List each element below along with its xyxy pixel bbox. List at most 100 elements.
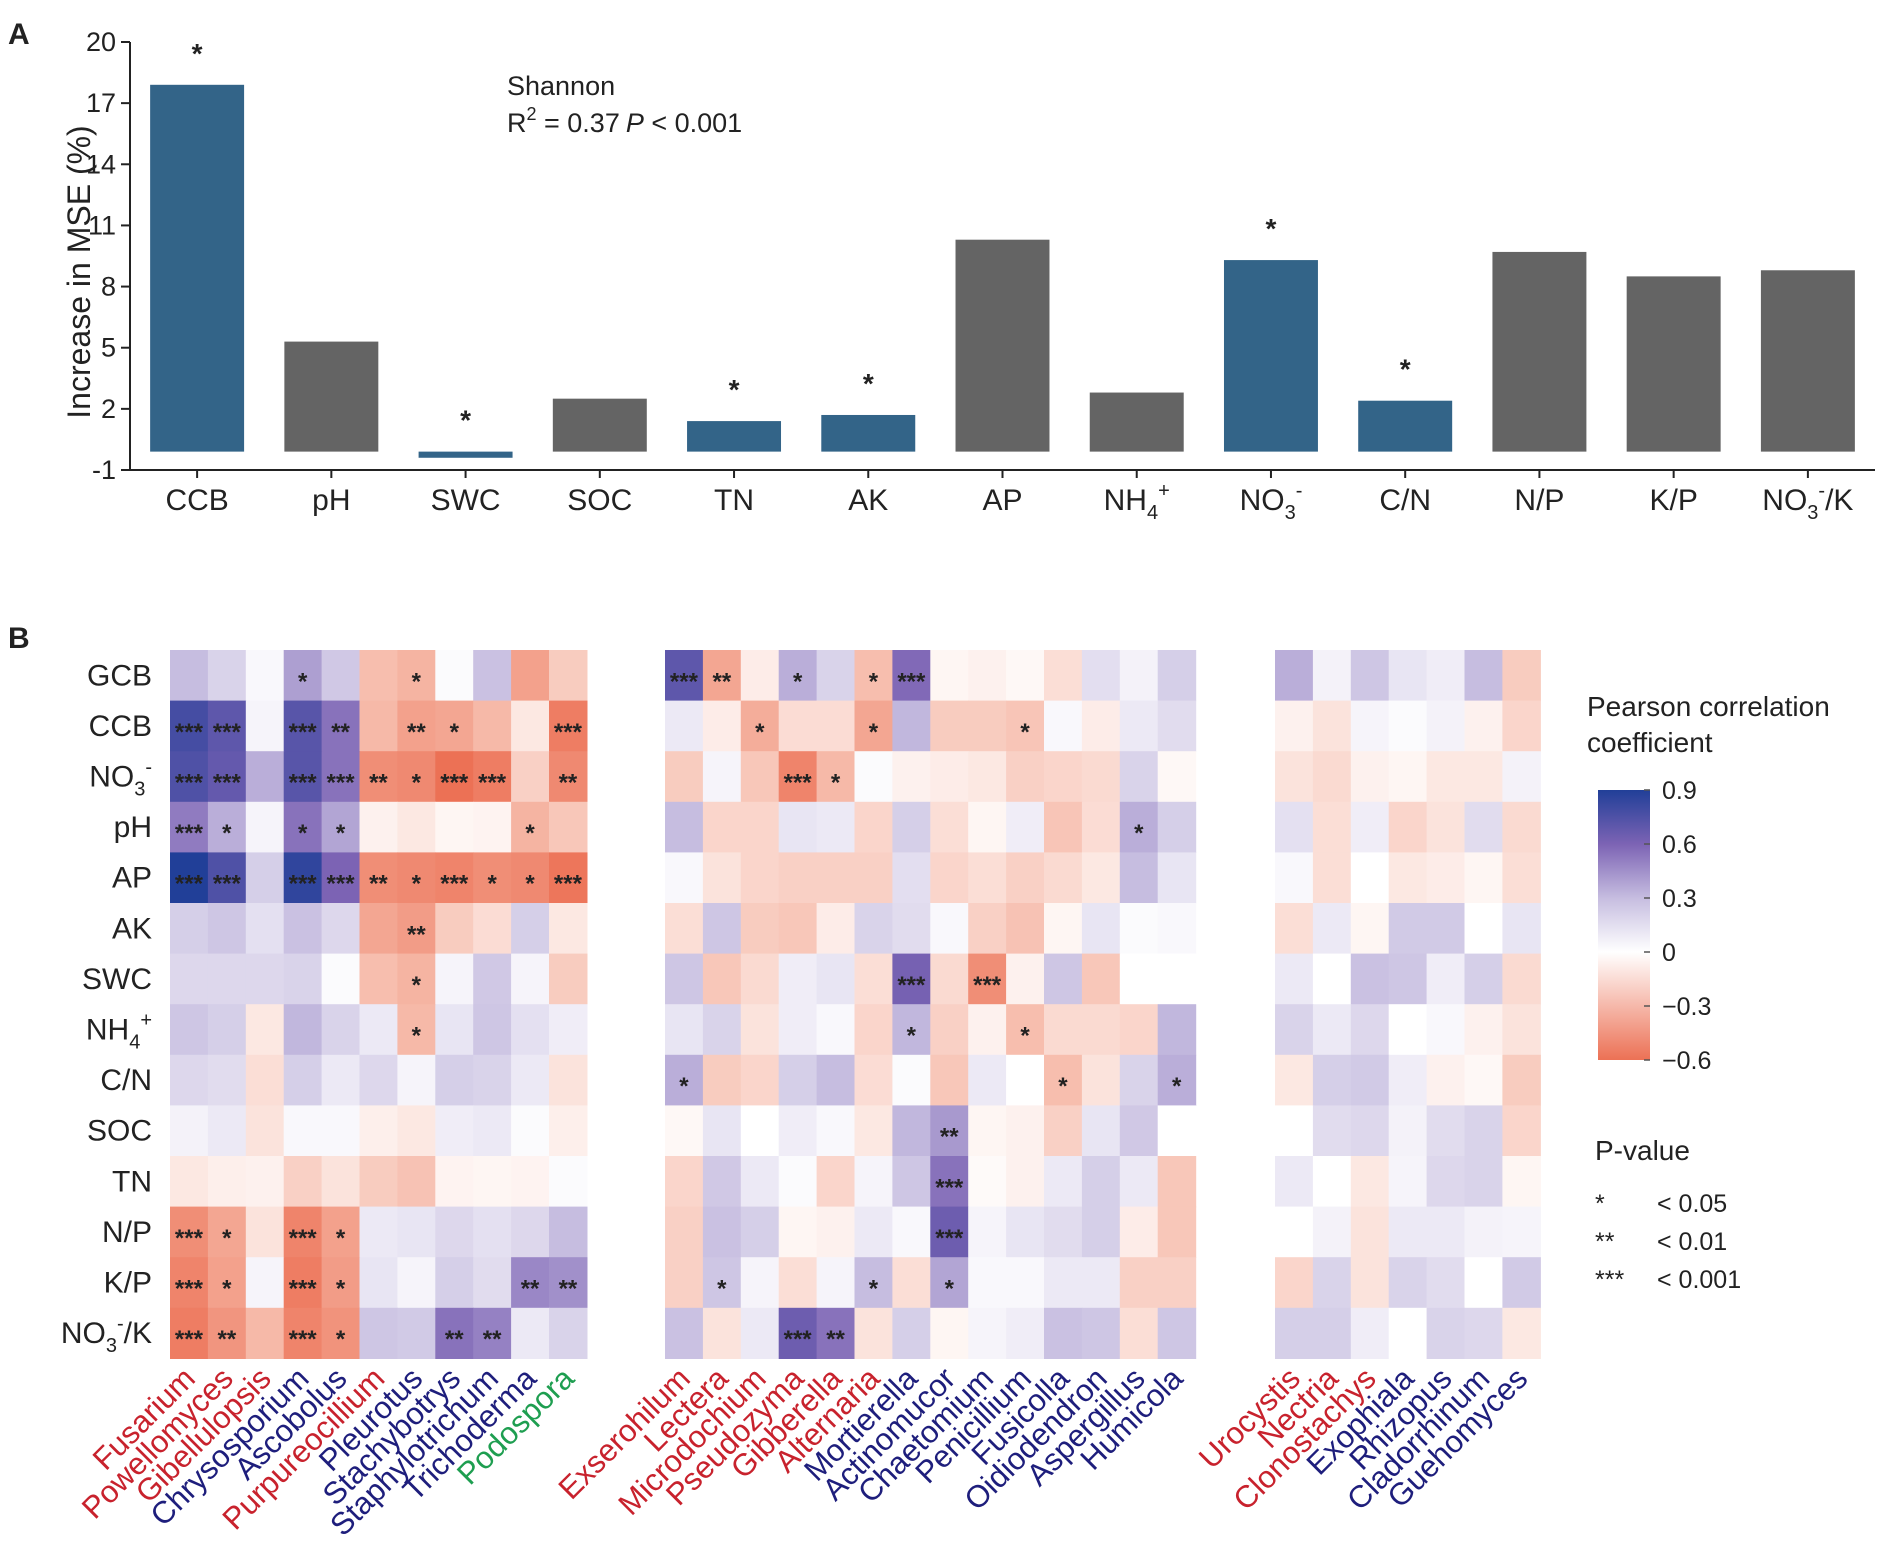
- heatmap-cell: [1006, 1257, 1045, 1309]
- heatmap-cell: [740, 1257, 780, 1309]
- heatmap-cell: [359, 1156, 398, 1208]
- heatmap-cell: [1312, 903, 1352, 955]
- heatmap-cell: [1044, 1105, 1083, 1157]
- heatmap-cell: [968, 852, 1007, 904]
- cell-significance: *: [1134, 820, 1144, 847]
- bar: [821, 414, 916, 452]
- heatmap-cell: [702, 700, 742, 752]
- heatmap-cell: [1044, 700, 1083, 752]
- cell-significance: ***: [289, 719, 318, 746]
- heatmap-cell: [549, 1206, 588, 1258]
- heatmap-cell: [1312, 852, 1352, 904]
- heatmap-cell: [665, 1206, 704, 1258]
- heatmap-cell: [359, 1206, 398, 1258]
- cell-significance: *: [222, 820, 232, 847]
- heatmap-cell: [1464, 700, 1503, 752]
- heatmap-cell: [397, 1054, 436, 1106]
- heatmap-cell: [1502, 650, 1541, 702]
- heatmap-cell: [397, 1206, 436, 1258]
- heatmap-cell: [665, 953, 704, 1005]
- cell-significance: ***: [897, 668, 926, 695]
- heatmap-cell: [511, 903, 550, 955]
- heatmap-cell: [1044, 1307, 1083, 1359]
- row-label: AP: [112, 862, 152, 895]
- heatmap-cell: [435, 1156, 474, 1208]
- cell-significance: ***: [175, 1225, 204, 1252]
- heatmap-cell: [207, 700, 247, 752]
- heatmap-cell: [511, 751, 550, 803]
- heatmap-cell: [702, 1156, 742, 1208]
- cell-significance: **: [559, 1276, 578, 1303]
- heatmap-cell: [1502, 903, 1541, 955]
- heatmap-cell: [207, 1206, 247, 1258]
- heatmap-cell: [665, 801, 704, 853]
- heatmap-cell: [1426, 1156, 1466, 1208]
- cell-significance: ***: [784, 1326, 813, 1353]
- heatmap-cell: [665, 1156, 704, 1208]
- cell-significance: ***: [175, 1326, 204, 1353]
- heatmap-cell: [930, 1156, 969, 1208]
- heatmap-cell: [1006, 953, 1045, 1005]
- colorbar-tick-label: −0.3: [1662, 993, 1711, 1021]
- heatmap-cell: [1350, 903, 1390, 955]
- significance-star: *: [1400, 354, 1411, 385]
- heatmap-cell: [245, 1156, 285, 1208]
- heatmap-cell: [892, 1206, 931, 1258]
- heatmap-cell: [1502, 1307, 1541, 1359]
- heatmap-cell: [1388, 801, 1428, 853]
- heatmap-cell: [549, 1004, 588, 1056]
- heatmap-cell: [1426, 903, 1466, 955]
- heatmap-cell: [740, 903, 780, 955]
- heatmap-cell: [435, 852, 474, 904]
- heatmap-cell: [1388, 1206, 1428, 1258]
- heatmap-cell: [359, 801, 398, 853]
- heatmap-cell: [854, 1054, 893, 1106]
- r2-superscript: 2: [527, 104, 537, 124]
- heatmap-cell: [1119, 1105, 1159, 1157]
- cell-significance: ***: [897, 972, 926, 999]
- heatmap-cell: [1426, 852, 1466, 904]
- heatmap-cell: [207, 1054, 247, 1106]
- heatmap-cell: [1388, 1257, 1428, 1309]
- heatmap-cell: [930, 751, 969, 803]
- heatmap-cell: [1119, 953, 1159, 1005]
- heatmap-cell: [549, 903, 588, 955]
- heatmap-cell: [1426, 1105, 1466, 1157]
- heatmap-cell: [665, 1307, 704, 1359]
- heatmap-cell: [283, 650, 323, 702]
- heatmap-cell: [321, 1054, 361, 1106]
- heatmap-cell: [1388, 1307, 1428, 1359]
- colorbar-tick-label: −0.6: [1662, 1047, 1711, 1075]
- heatmap-cell: [1312, 650, 1352, 702]
- heatmap-cell: [170, 751, 209, 803]
- heatmap-cell: [665, 1105, 704, 1157]
- heatmap-cell: [968, 1105, 1007, 1157]
- heatmap-cell: [930, 1257, 969, 1309]
- heatmap-cell: [1464, 1054, 1503, 1106]
- heatmap-cell: [170, 953, 209, 1005]
- heatmap-cell: [245, 1206, 285, 1258]
- heatmap-cell: [968, 1257, 1007, 1309]
- heatmap-cell: [1157, 801, 1197, 853]
- heatmap-cell: [397, 700, 436, 752]
- heatmap-cell: [1388, 1004, 1428, 1056]
- heatmap-cell: [1426, 953, 1466, 1005]
- cell-significance: ***: [213, 871, 242, 898]
- x-tick-label: AK: [848, 484, 888, 517]
- row-label: TN: [112, 1165, 152, 1198]
- cell-significance: *: [298, 668, 308, 695]
- heatmap-cell: [1157, 751, 1197, 803]
- x-tick-label: pH: [312, 484, 350, 517]
- heatmap-cell: [1312, 953, 1352, 1005]
- heatmap-cell: [511, 700, 550, 752]
- cell-significance: *: [869, 1276, 879, 1303]
- y-tick-label: 2: [101, 394, 116, 424]
- heatmap-cell: [1350, 650, 1390, 702]
- colorbar-ticks: 0.9 0.6 0.3 0 −0.3 −0.6: [1644, 777, 1711, 1075]
- significance-star: *: [192, 38, 203, 69]
- heatmap-cell: [321, 1257, 361, 1309]
- heatmap-cell: [1157, 1004, 1197, 1056]
- heatmap-cell: [549, 852, 588, 904]
- genus-labels: FusariumPowellomycesGibellulopsisChrysos…: [75, 1360, 1534, 1542]
- heatmap-cell: [816, 700, 856, 752]
